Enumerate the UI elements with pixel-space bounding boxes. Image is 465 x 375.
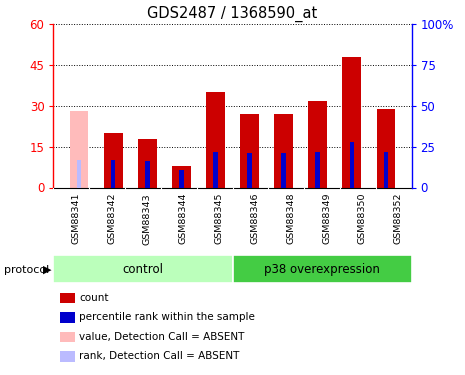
Bar — [206, 92, 225, 188]
Title: GDS2487 / 1368590_at: GDS2487 / 1368590_at — [147, 5, 318, 22]
Bar — [384, 152, 388, 188]
Bar — [274, 114, 293, 188]
Bar — [232, 255, 412, 283]
Bar — [308, 100, 327, 188]
Bar — [70, 111, 88, 188]
Text: value, Detection Call = ABSENT: value, Detection Call = ABSENT — [79, 332, 245, 342]
Bar — [104, 133, 123, 188]
Bar — [315, 152, 320, 188]
Bar — [111, 160, 115, 188]
Text: GSM88348: GSM88348 — [286, 193, 295, 244]
Text: GSM88341: GSM88341 — [72, 193, 80, 244]
Bar — [247, 153, 252, 188]
Bar — [377, 109, 395, 188]
Text: percentile rank within the sample: percentile rank within the sample — [79, 312, 255, 322]
Text: GSM88345: GSM88345 — [214, 193, 224, 244]
Text: GSM88343: GSM88343 — [143, 193, 152, 244]
Text: GSM88342: GSM88342 — [107, 193, 116, 244]
Bar — [53, 255, 232, 283]
Bar — [77, 160, 81, 188]
Bar — [240, 114, 259, 188]
Bar — [350, 142, 354, 188]
Text: GSM88349: GSM88349 — [322, 193, 331, 244]
Bar — [172, 166, 191, 188]
Bar — [145, 161, 150, 188]
Text: GSM88346: GSM88346 — [250, 193, 259, 244]
Text: rank, Detection Call = ABSENT: rank, Detection Call = ABSENT — [79, 351, 239, 361]
Text: GSM88344: GSM88344 — [179, 193, 188, 244]
Text: p38 overexpression: p38 overexpression — [264, 262, 380, 276]
Bar — [342, 57, 361, 188]
Text: GSM88350: GSM88350 — [358, 193, 367, 244]
Bar — [138, 139, 157, 188]
Text: ▶: ▶ — [43, 265, 52, 275]
Text: control: control — [122, 262, 164, 276]
Text: GSM88352: GSM88352 — [393, 193, 403, 244]
Text: count: count — [79, 293, 108, 303]
Bar — [281, 153, 286, 188]
Text: protocol: protocol — [4, 265, 49, 275]
Bar — [213, 152, 218, 188]
Bar — [179, 170, 184, 188]
